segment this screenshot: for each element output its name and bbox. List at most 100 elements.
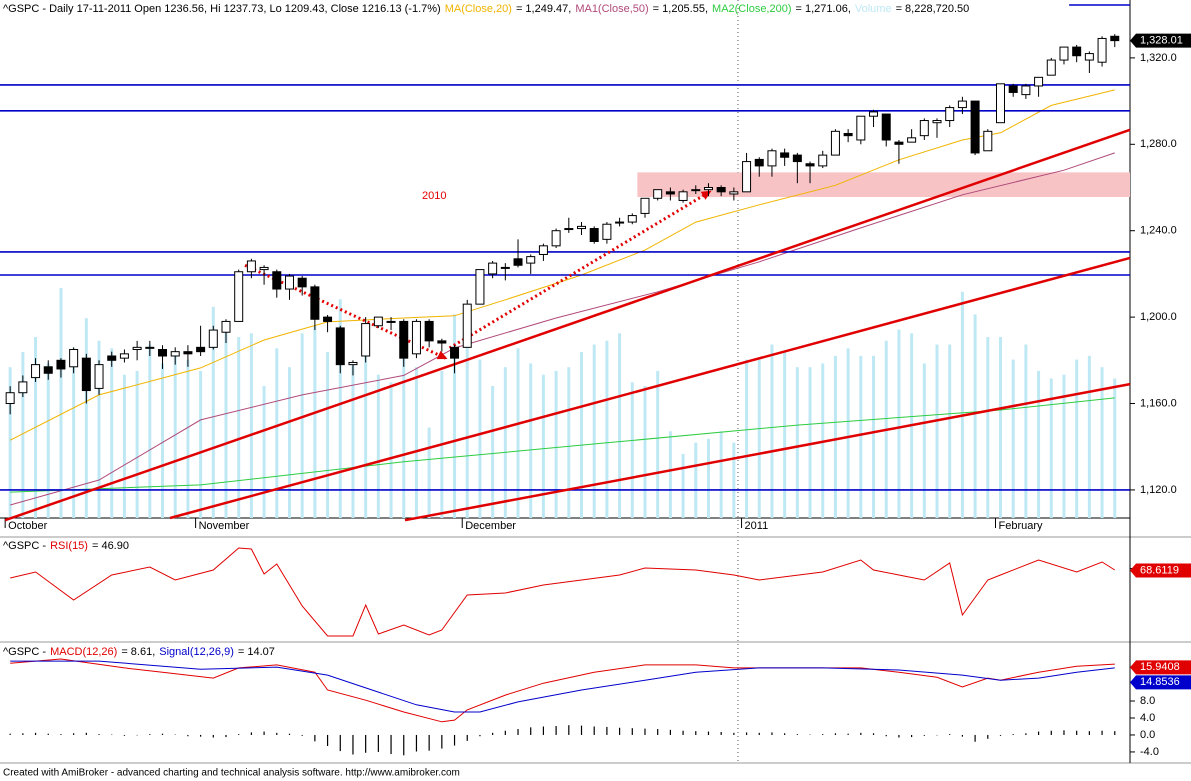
volume-bar [21,352,25,518]
candle-body [145,346,155,349]
candle-body [1046,59,1056,76]
volume-bar [465,333,469,518]
candle-body [1084,53,1094,61]
volume-bar [516,348,520,518]
y-tick-label: 1,120.0 [1140,484,1177,496]
trend-line [4,128,1131,522]
candle-body [729,191,739,195]
volume-bar [1024,344,1028,518]
series-line [10,660,1115,713]
x-tick-label: 2011 [745,520,769,532]
candle-body [246,260,256,273]
volume-bar [567,367,571,518]
volume-bar [1087,355,1091,518]
legend-value: = 1,205.55, [653,3,708,15]
volume-bar [605,340,609,518]
candle-body [310,286,320,320]
volume-bar [592,344,596,518]
candle-body [818,154,828,167]
volume-bar [668,431,672,518]
legend-value: = 1,249.47, [516,3,571,15]
volume-bar [960,291,964,518]
legend-value: = 8,228,720.50 [896,3,970,15]
candle-body [297,277,307,288]
footer: Created with AmiBroker - advanced charti… [3,768,460,779]
candle-body [500,266,510,269]
volume-bar [275,348,279,518]
candle-body [919,120,929,137]
volume-bar [84,318,88,518]
candle-body [577,225,587,230]
legend-name: Volume [855,3,892,15]
annotation: 2010 [422,190,446,202]
volume-bar [986,337,990,518]
volume-bar [364,344,368,518]
candle-body [411,320,421,355]
volume-bar [643,386,647,518]
volume-bar [237,337,241,518]
candle-body [272,271,282,290]
candle-body [945,107,955,122]
candle-body [602,223,612,240]
candle-body [513,258,523,266]
volume-bar [224,321,228,518]
volume-bar [173,355,177,518]
panel-title: ^GSPC - [3,540,46,552]
series-line [9,89,1115,441]
y-tick-label: 0.0 [1140,729,1155,741]
volume-bar [846,348,850,518]
volume-bar [427,427,431,518]
candle-body [475,269,485,305]
candle-body [589,228,599,243]
legend-name: MA1(Close,50) [575,3,648,15]
volume-bar [630,382,634,518]
volume-bar [211,306,215,518]
value-box-label: 15.9408 [1140,661,1180,673]
volume-bar [872,355,876,518]
candle-body [158,349,168,357]
volume-bar [503,367,507,518]
x-tick-label: December [465,520,516,532]
candle-body [615,221,625,224]
candle-body [259,266,269,271]
candle-body [31,364,41,379]
y-tick-label: 4.0 [1140,712,1155,724]
candle-body [81,357,91,392]
volume-bar [1062,374,1066,518]
legend-value: = 8.61, [121,646,155,658]
candle-body [284,275,294,290]
candle-body [132,346,142,351]
candle-body [691,189,701,192]
candle-body [932,120,942,124]
volume-bar [1100,367,1104,518]
candle-body [119,353,129,359]
trend-line [169,256,1131,520]
candle-body [805,163,815,167]
volume-bar [554,370,558,518]
volume-bar [97,340,101,518]
volume-bar [287,367,291,518]
candle-body [856,115,866,141]
volume-bar [59,288,63,518]
volume-bar [326,352,330,518]
arrow-line [448,190,711,350]
candle-body [107,355,117,361]
candle-body [361,323,371,357]
legend-name: MACD(12,26) [50,646,117,658]
volume-bar [389,382,393,518]
volume-bar [1113,378,1117,518]
candle-body [450,346,460,359]
candle-body [424,320,434,342]
legend-value: = 46.90 [92,540,129,552]
series-line [10,658,1115,723]
x-tick-label: February [998,520,1043,532]
volume-bar [402,340,406,518]
candle-body [1021,85,1031,96]
candle-body [754,158,764,167]
volume-bar [262,386,266,518]
volume-bar [1075,359,1079,518]
volume-bar [110,348,114,518]
legend-name: MA(Close,20) [445,3,512,15]
